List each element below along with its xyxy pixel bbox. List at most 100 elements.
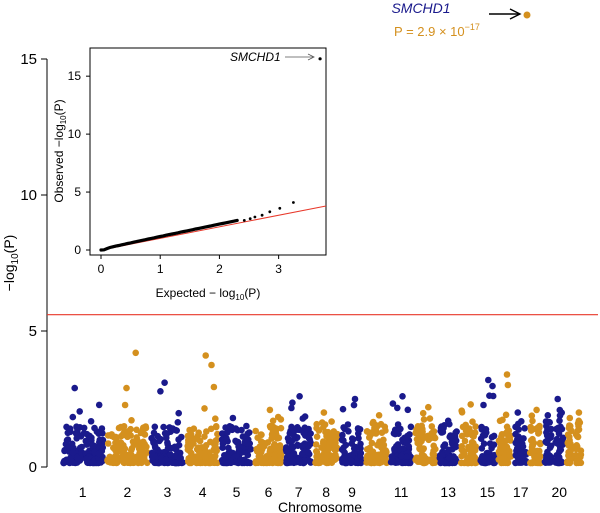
snp-point [80,424,88,432]
snp-point [469,418,476,426]
top-hit-gene-label: SMCHD1 [391,0,450,16]
chromosome-peak-point [132,349,139,357]
snp-point [413,435,421,443]
snp-point [168,444,175,452]
snp-point [283,457,290,465]
snp-point [564,439,572,447]
snp-point [464,459,471,467]
snp-point [389,400,397,407]
snp-point [73,453,81,461]
qq-tail-point [253,215,257,219]
snp-point [521,425,528,432]
snp-point [489,382,496,390]
qq-tail-points [242,201,295,222]
snp-point [329,432,337,439]
qq-tail-point [292,201,295,204]
snp-point [339,431,346,439]
snp-point [152,459,159,467]
snp-point [174,419,182,426]
snp-point [347,457,355,465]
snp-point [164,439,171,447]
snp-point [122,457,130,464]
snp-point [199,459,206,467]
snp-point [452,429,460,436]
chromosome-peak-point [266,406,274,414]
snp-point [340,437,347,444]
snp-point [95,401,103,409]
snp-point [224,429,231,436]
snp-point [399,436,406,444]
snp-point [517,452,524,460]
snp-point [267,445,274,453]
snp-point [208,361,215,369]
snp-point [155,437,163,445]
snp-point [90,459,97,467]
snp-point [488,433,496,441]
snp-point [463,431,471,438]
snp-point [355,434,362,442]
snp-point [271,445,279,452]
snp-point [307,430,314,437]
snp-point [328,453,336,460]
qq-y-ticks: 0 5 10 15 [68,69,90,257]
snp-point [446,454,453,462]
snp-point [448,438,456,445]
snp-point [212,415,219,423]
manhattan-y-tick-label: 5 [29,323,37,340]
snp-point [486,392,493,400]
snp-point [394,404,401,412]
snp-point [290,450,298,457]
manhattan-x-axis-label: Chromosome [278,499,362,513]
qq-x-tick-label: 0 [98,262,105,276]
qq-x-tick-label: 3 [275,262,282,276]
snp-point [175,409,182,417]
snp-point [368,439,376,447]
qq-tail-point [242,219,246,222]
qq-x-ticks: 0 1 2 3 [98,255,282,276]
chromosome-peak-point [544,412,552,419]
top-hit-arrowhead [509,8,522,20]
snp-point [534,424,542,431]
snp-point [428,430,435,437]
snp-point [328,418,335,425]
chromosome-peak-point [375,412,383,419]
snp-point [440,443,447,450]
snp-point [121,401,129,409]
snp-point [577,459,585,467]
snp-point [261,458,269,466]
snp-point [123,384,130,392]
manhattan-y-axis-label: −log10(P) [1,235,21,292]
chromosome-peak-point [161,379,168,387]
snp-point [341,449,348,456]
snp-point [284,447,292,454]
snp-point [288,404,295,412]
snp-point [203,428,210,435]
snp-point [252,459,260,467]
snp-point [425,436,433,444]
snp-point [404,406,412,414]
chromosome-label: 9 [348,484,356,500]
snp-point [73,423,80,431]
snp-point [239,433,247,440]
chromosome-label: 4 [199,484,207,500]
snp-point [224,459,232,467]
snp-point [543,429,550,436]
snp-point [418,422,426,430]
qq-x-axis-label: Expected − log10(P) [156,286,261,302]
snp-point [187,430,195,438]
snp-point [178,459,186,467]
snp-point [82,455,90,463]
snp-point [401,459,409,467]
qq-outlier-label: SMCHD1 [230,50,281,64]
snp-point [91,424,98,432]
snp-point [277,459,284,467]
snp-point [529,435,536,443]
snp-point [110,444,117,452]
snp-point [323,459,331,467]
snp-point [95,450,103,457]
snp-point [430,442,438,450]
snp-point [106,453,113,461]
snp-point [345,428,352,435]
snp-point [504,381,512,389]
